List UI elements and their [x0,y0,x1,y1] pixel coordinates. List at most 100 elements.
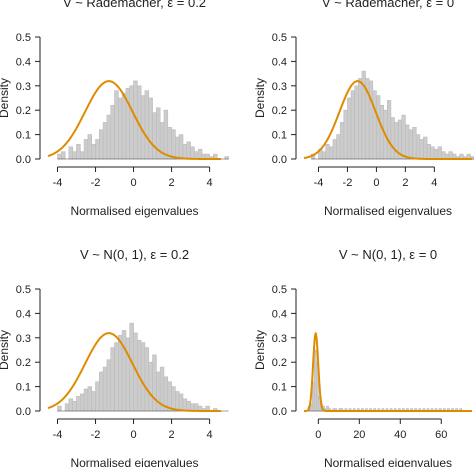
histogram-bar [339,122,345,160]
histogram-bar [321,151,327,160]
y-tick-label: 0.3 [272,81,287,93]
y-tick-label: 0.3 [16,333,31,345]
histogram-bar [57,405,62,412]
y-tick-label: 0.3 [16,81,31,93]
y-tick-label: 0.1 [16,130,31,142]
histogram-bar [83,139,89,160]
histogram-bar [102,122,108,160]
histogram-bar [68,146,74,160]
histogram-bar [224,156,229,160]
x-axis-label: Normalised eigenvalues [70,456,198,467]
y-tick-label: 0.5 [16,284,31,296]
histogram-bar [190,146,195,160]
x-axis-label: Normalised eigenvalues [324,204,452,218]
histogram-bar [110,347,115,412]
y-axis-label: Density [253,78,267,118]
histogram-bar [336,134,341,160]
y-tick-label: 0.2 [16,105,31,117]
x-tick-label: -4 [53,177,63,189]
y-axis-label: Density [0,330,11,370]
x-tick-label: 0 [373,177,379,189]
histogram-bar [129,322,134,412]
histogram-bar [412,126,417,160]
histogram-bar [171,386,176,412]
histogram-bar [110,105,115,160]
histogram-bar [76,396,81,412]
histogram-bar [405,124,410,160]
histogram-bar [80,151,85,160]
histogram-bar [95,139,100,160]
y-axis-label: Density [253,330,267,370]
histogram-bar [72,151,77,160]
density-curve [303,332,473,412]
histogram-bar [121,92,127,160]
histogram-bar [343,109,348,160]
histogram-bar [376,95,381,160]
histogram-bar [118,97,123,160]
x-tick-label: 2 [169,429,175,441]
x-tick-label: 20 [353,429,365,441]
x-axis-label: Normalised eigenvalues [70,204,198,218]
y-tick-label: 0.4 [16,56,31,68]
histogram-bar [434,148,439,160]
x-axis-label: Normalised eigenvalues [324,456,452,467]
x-tick-label: 0 [315,429,321,441]
histogram-bar [313,349,317,412]
histogram-bar [102,366,108,412]
histogram-bar [106,359,112,412]
y-tick-label: 0.4 [272,308,287,320]
x-tick-label: 2 [402,177,408,189]
histogram-bar [91,391,96,412]
x-tick-label: -4 [53,429,63,441]
histogram-bar [332,139,337,160]
y-tick-label: 0.5 [272,284,287,296]
y-axis-label: Density [0,78,11,118]
y-tick-label: 0.4 [16,308,31,320]
histogram-bar [61,151,66,160]
histogram-bar [401,114,406,160]
histogram-bar [419,139,424,160]
histogram-bar [99,129,104,160]
y-tick-label: 0.1 [272,382,287,394]
histogram-bar [106,114,112,160]
panel-title: V ~ N(0, 1), ε = 0 [339,247,437,262]
x-tick-label: -2 [91,429,101,441]
x-tick-label: 4 [431,177,437,189]
x-tick-label: 4 [207,429,213,441]
x-tick-label: -2 [91,177,101,189]
histogram-bar [99,371,104,412]
histogram-bar [167,126,172,160]
histogram-bar [178,134,184,160]
histogram-bar [125,337,131,412]
y-tick-label: 0.3 [272,333,287,345]
histogram-bar [57,153,62,160]
histogram-bar [372,90,377,160]
histogram-bar [386,100,392,160]
histogram-bar [152,112,157,160]
y-tick-label: 0.0 [16,154,31,166]
x-tick-label: -4 [314,177,324,189]
histogram-bar [426,144,432,160]
histogram-bar [182,144,188,160]
x-tick-label: 2 [169,177,175,189]
chart-panel-4: 0.0 0.1 0.2 0.3 0.4 0.5 0 20 40 60 V ~ N(0, 1), ε … [253,247,473,467]
density-curve [303,80,473,160]
histogram-bar [114,342,119,412]
histogram-bar [114,90,119,160]
histogram-bar [144,90,150,160]
histogram-bar [91,144,96,160]
chart-panel-2: 0.0 0.1 0.2 0.3 0.4 0.5 -4 -2 0 2 4 V ~ Rademacher,… [253,0,474,218]
panel-title: V ~ Rademacher, ε = 0 [322,0,454,10]
histogram-bar [129,85,134,160]
panel-title: V ~ Rademacher, ε = 0.2 [63,0,206,10]
histogram-bar [186,141,191,160]
chart-panel-3: 0.0 0.1 0.2 0.3 0.4 0.5 -4 -2 0 2 4 V ~ N(0, 1), ε … [0,247,229,467]
histogram-bar [68,398,74,412]
density-curve [47,332,222,412]
histogram-bar [83,388,89,412]
histogram-bar [144,347,150,412]
y-tick-label: 0.0 [272,154,287,166]
histogram-bar [148,97,153,160]
histogram-bar [121,330,127,412]
